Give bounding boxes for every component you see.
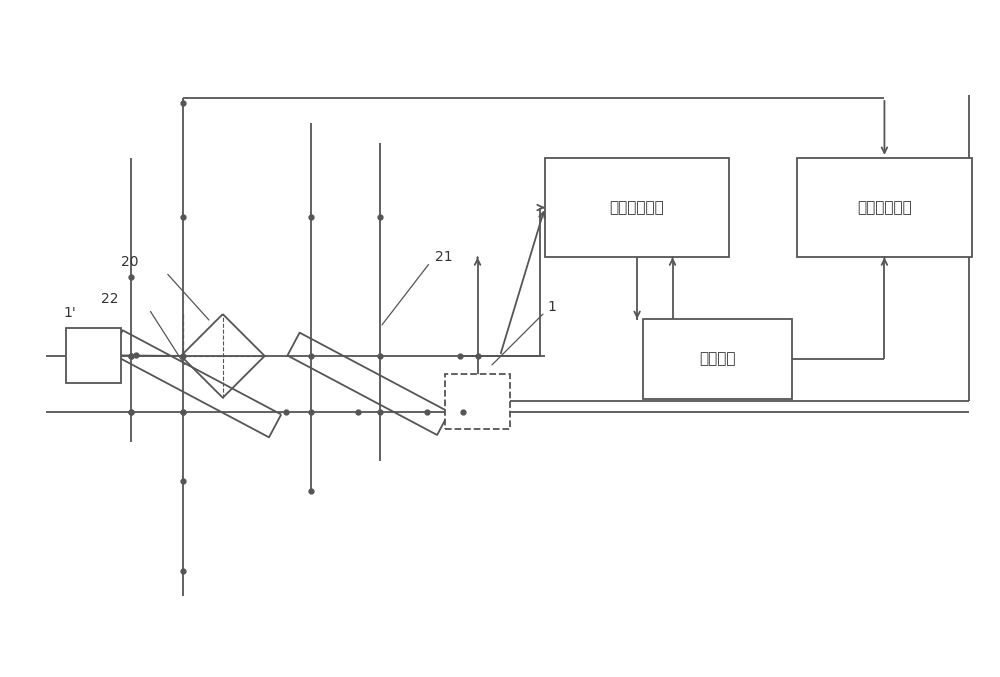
Text: 1: 1 xyxy=(548,300,557,314)
Text: 22: 22 xyxy=(101,292,119,306)
Bar xyxy=(66,328,121,383)
Bar xyxy=(797,158,972,257)
Text: 1': 1' xyxy=(63,306,76,320)
Text: 第一运算模块: 第一运算模块 xyxy=(610,200,664,215)
Text: 第二运算模块: 第二运算模块 xyxy=(857,200,912,215)
Text: 分析模块: 分析模块 xyxy=(699,351,736,366)
Bar xyxy=(545,158,729,257)
Text: 20: 20 xyxy=(121,255,139,269)
Bar xyxy=(445,374,510,429)
Text: 21: 21 xyxy=(435,250,453,264)
Bar xyxy=(643,319,792,399)
